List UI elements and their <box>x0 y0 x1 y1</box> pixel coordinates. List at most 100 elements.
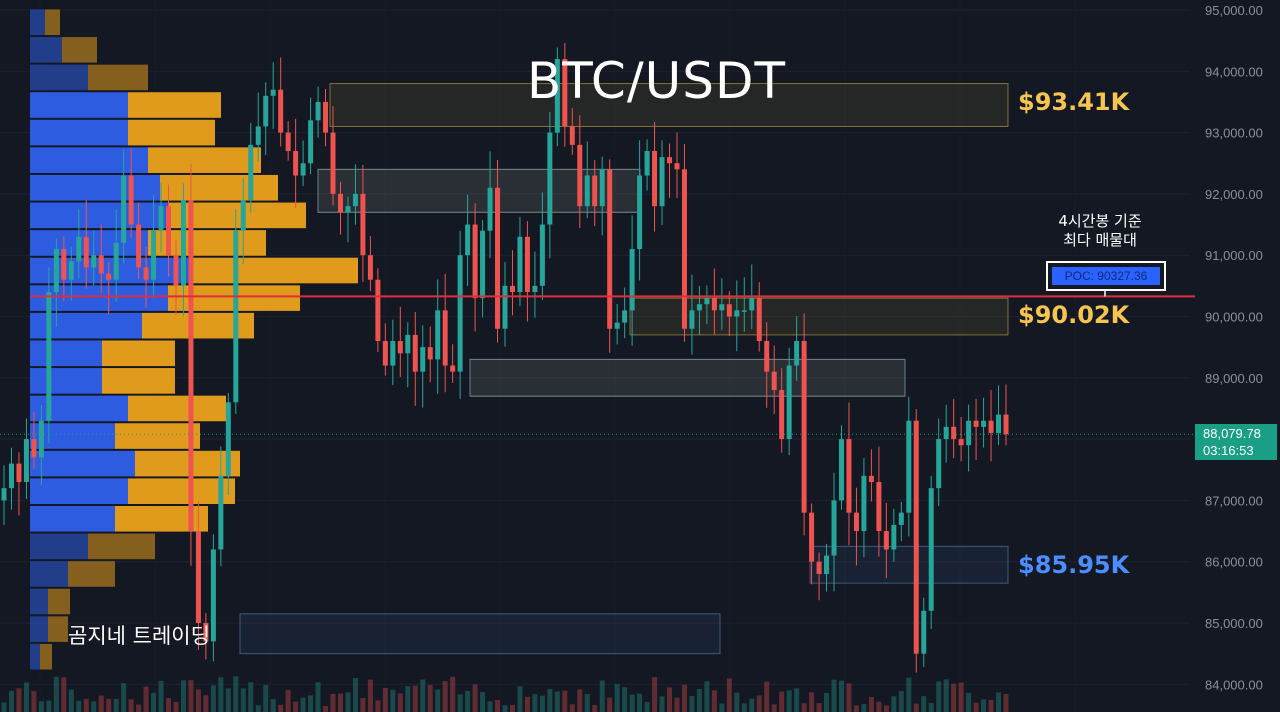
volume-bar <box>465 690 471 712</box>
volume-bar <box>973 702 979 712</box>
y-tick-label: 91,000.00 <box>1205 248 1263 263</box>
level-label-93k: $93.41K <box>1018 88 1130 117</box>
supply-zone <box>329 83 1009 127</box>
volume-bar <box>681 684 687 712</box>
volume-bar <box>323 705 329 712</box>
candle-body <box>255 126 261 145</box>
candle-body <box>210 549 216 642</box>
volume-bar <box>1003 694 1009 712</box>
candle-body <box>53 249 59 292</box>
volume-bar <box>113 698 119 712</box>
volume-bar <box>868 697 874 712</box>
volume-bar <box>607 697 613 712</box>
volume-bar <box>981 699 987 712</box>
volume-bar <box>891 696 897 712</box>
volume-profile-sell-bar <box>68 561 115 587</box>
candle-body <box>584 175 590 207</box>
volume-bar <box>771 704 777 712</box>
volume-bar <box>495 699 501 712</box>
volume-bar <box>255 705 261 712</box>
volume-bar <box>330 693 336 712</box>
y-tick-label: 95,000.00 <box>1205 3 1263 18</box>
candle-body <box>337 193 343 213</box>
candle-body <box>233 230 239 403</box>
y-tick-label: 87,000.00 <box>1205 493 1263 508</box>
current-price: 88,079.78 <box>1203 426 1261 441</box>
candle-body <box>1 488 7 501</box>
volume-bar <box>382 687 388 712</box>
volume-profile-sell-bar <box>45 9 60 36</box>
volume-profile-buy-bar <box>30 588 48 615</box>
volume-bar <box>427 684 433 712</box>
volume-profile-buy-bar <box>30 340 102 367</box>
volume-profile-sell-bar <box>160 174 278 201</box>
volume-bar <box>360 697 366 712</box>
candle-body <box>771 371 777 391</box>
volume-bar <box>397 693 403 712</box>
volume-bar <box>577 689 583 712</box>
volume-bar <box>801 703 807 712</box>
volume-bar <box>861 704 867 712</box>
volume-bar <box>644 701 650 712</box>
candle-body <box>704 298 710 305</box>
volume-profile-buy-bar <box>30 202 168 229</box>
candle-body <box>936 439 942 489</box>
volume-bar <box>188 680 194 712</box>
volume-bar <box>8 690 14 712</box>
volume-bar <box>203 695 209 712</box>
volume-bar <box>91 701 97 712</box>
volume-profile-buy-bar <box>30 285 168 311</box>
candle-body <box>83 236 89 268</box>
candle-body <box>465 224 471 256</box>
candle-body <box>652 150 658 207</box>
poc-note-line2: 최다 매물대 <box>1063 231 1137 249</box>
volume-bar <box>704 681 710 712</box>
candle-body <box>46 291 52 421</box>
volume-bar <box>524 696 530 712</box>
volume-bar <box>16 688 22 712</box>
candle-body <box>831 500 837 556</box>
volume-bar <box>592 705 598 712</box>
volume-bar <box>435 689 441 712</box>
volume-bar <box>838 680 844 712</box>
volume-profile-sell-bar <box>48 616 68 642</box>
candle-body <box>218 475 224 550</box>
volume-bar <box>173 702 179 712</box>
candle-body <box>622 310 628 323</box>
volume-profile-sell-bar <box>88 533 155 560</box>
volume-bar <box>674 697 680 712</box>
volume-bar <box>180 680 186 712</box>
candle-body <box>659 157 665 207</box>
volume-profile-buy-bar <box>30 561 68 587</box>
volume-profile-sell-bar <box>128 478 235 505</box>
candle-body <box>382 341 388 366</box>
candle-body <box>248 144 254 201</box>
volume-bar <box>562 690 568 712</box>
volume-bar <box>136 704 142 712</box>
candle-body <box>764 341 770 372</box>
volume-profile-sell-bar <box>128 119 215 146</box>
candle-body <box>31 439 37 458</box>
volume-bar <box>46 700 52 712</box>
candle-body <box>891 524 897 550</box>
volume-profile-sell-bar <box>62 37 97 63</box>
volume-bar <box>584 693 590 712</box>
volume-bar <box>786 690 792 712</box>
volume-bar <box>958 682 964 712</box>
candle-body <box>151 230 157 280</box>
candle-body <box>225 402 231 476</box>
poc-annotation: 4시간봉 기준 최다 매물대 <box>1040 212 1160 250</box>
candle-body <box>734 310 740 317</box>
volume-bar <box>689 695 695 712</box>
candle-body <box>315 101 321 121</box>
volume-profile-sell-bar <box>135 450 240 477</box>
volume-bar <box>898 691 904 712</box>
volume-bar <box>711 690 717 712</box>
candle-body <box>61 249 67 280</box>
volume-profile-buy-bar <box>30 37 62 63</box>
candle-body <box>816 561 822 574</box>
candle-body <box>786 365 792 440</box>
candle-body <box>143 267 149 280</box>
brand-watermark: 곰지네 트레이딩 <box>68 624 210 648</box>
